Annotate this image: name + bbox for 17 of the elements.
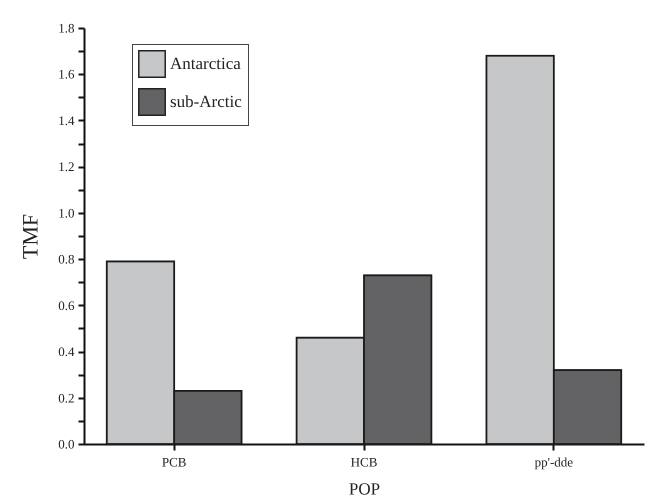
legend-label: Antarctica	[170, 54, 242, 73]
x-axis-title: POP	[348, 480, 380, 498]
x-tick-label: pp'-dde	[534, 454, 574, 470]
y-tick-label: 1.0	[58, 205, 74, 220]
y-tick-label: 1.8	[58, 20, 74, 36]
y-tick-label: 0.0	[58, 436, 74, 452]
legend-label: sub-Arctic	[170, 92, 242, 111]
y-tick-label: 1.6	[58, 66, 75, 82]
y-tick-label: 0.8	[58, 252, 74, 267]
y-axis-title: TMF	[17, 214, 42, 260]
y-tick-label: 1.2	[58, 159, 74, 174]
y-tick-label: 0.6	[58, 298, 75, 313]
y-tick-label: 0.2	[58, 390, 74, 406]
x-tick-label: PCB	[162, 454, 187, 470]
y-tick-label: 0.4	[58, 344, 75, 360]
x-tick-label: HCB	[350, 454, 378, 470]
y-tick-label: 1.4	[58, 112, 75, 128]
